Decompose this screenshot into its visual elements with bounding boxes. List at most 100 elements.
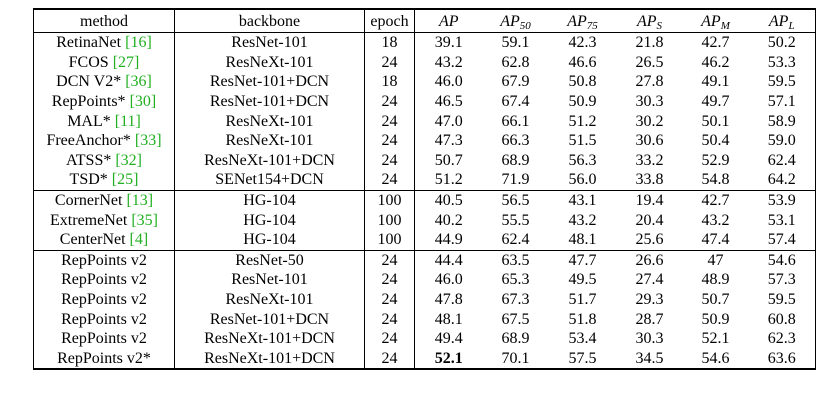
- metric-cell: 59.1: [501, 34, 530, 52]
- metric-cell: 40.5: [414, 189, 483, 211]
- table-row: FreeAnchor* [33] ResNeXt-101 24 47.3 66.3 51.…: [33, 130, 816, 151]
- metric-cell: 48.1: [434, 310, 463, 328]
- column-header: AP: [415, 9, 483, 33]
- backbone-cell: ResNet-101+DCN: [174, 91, 365, 112]
- table-row: FCOS [27] ResNeXt-101 24 43.2 62.8 46.6 26.5 46…: [33, 52, 816, 73]
- metric-cell: 51.7: [568, 291, 597, 309]
- table-row: ExtremeNet [35] HG-104 100 40.2 55.5 43.2 20.4…: [33, 210, 816, 230]
- table-row: RepPoints* [30] ResNet-101+DCN 24 46.5 67.4 5…: [33, 91, 816, 112]
- backbone-cell: HG-104: [174, 189, 365, 211]
- metric-cell: 43.2: [701, 211, 730, 229]
- metric-cell: 26.6: [616, 249, 683, 271]
- metric-cell: 47: [682, 249, 749, 271]
- metric-cell: 65.3: [501, 271, 530, 289]
- metric-cell: 56.3: [568, 151, 597, 169]
- metric-cell: 30.6: [635, 132, 664, 150]
- metric-cell: 62.3: [767, 330, 796, 348]
- method-cell: FCOS [27]: [33, 52, 175, 73]
- method-name: ExtremeNet: [50, 211, 128, 229]
- citation: [11]: [114, 112, 141, 130]
- metric-cell: 20.4: [635, 211, 664, 229]
- method-cell: CenterNet [4]: [33, 229, 175, 251]
- table-row: RepPoints v2 ResNeXt-101+DCN 24 49.4 68.9 53.…: [33, 328, 816, 349]
- column-header: APL: [749, 9, 816, 33]
- method-cell: TSD* [25]: [33, 170, 175, 191]
- metric-cell: 56.5: [482, 189, 549, 211]
- method-name: RepPoints v2: [61, 330, 147, 348]
- metric-cell: 43.1: [548, 189, 617, 211]
- epoch-cell: 24: [364, 309, 415, 329]
- backbone-cell: SENet154+DCN: [174, 170, 365, 191]
- metric-cell: 53.3: [767, 53, 796, 71]
- method-name: CornerNet: [54, 192, 123, 210]
- citation: [33]: [134, 132, 162, 150]
- metric-cell: 52.1: [434, 349, 463, 367]
- metric-cell: 53.4: [568, 330, 597, 348]
- metric-cell: 70.1: [501, 349, 530, 367]
- metric-cell: 54.6: [748, 249, 816, 271]
- method-name: RepPoints v2: [61, 291, 147, 309]
- metric-cell: 26.5: [635, 53, 664, 71]
- method-cell: FreeAnchor* [33]: [33, 130, 175, 151]
- metric-cell: 57.5: [568, 349, 597, 367]
- metric-cell: 48.1: [568, 231, 597, 249]
- metric-cell: 47.4: [701, 231, 730, 249]
- method-cell: MAL* [11]: [33, 111, 175, 131]
- metric-cell: 30.3: [635, 330, 664, 348]
- metric-cell: 53.1: [767, 211, 796, 229]
- method-name: RepPoints v2: [61, 310, 147, 328]
- metric-cell: 47.0: [434, 112, 463, 130]
- metric-cell: 67.3: [501, 291, 530, 309]
- table-row: CenterNet [4] HG-104 100 44.9 62.4 48.1 25.6 47…: [33, 229, 816, 251]
- citation: [27]: [112, 53, 140, 71]
- table-row: RepPoints v2 ResNeXt-101 24 47.8 67.3 51.7 29.…: [33, 289, 816, 310]
- metric-cell: 57.1: [767, 93, 796, 111]
- metric-cell: 28.7: [635, 310, 664, 328]
- header-text: AP: [567, 12, 587, 30]
- metric-cell: 71.9: [501, 171, 530, 189]
- metric-cell: 59.5: [767, 291, 796, 309]
- method-name: FCOS: [68, 53, 109, 71]
- metric-cell: 54.8: [701, 171, 730, 189]
- row-group: CornerNet [13] HG-104 100 40.5 56.5 43.1 19.4 4…: [33, 189, 816, 251]
- metric-cell: 57.4: [767, 231, 796, 249]
- metric-cell: 50.1: [701, 112, 730, 130]
- metric-cell: 62.8: [501, 53, 530, 71]
- backbone-cell: ResNeXt-101+DCN: [174, 328, 365, 349]
- metric-cell: 46.2: [701, 53, 730, 71]
- method-name: CenterNet: [59, 231, 126, 249]
- metric-cell: 30.3: [635, 93, 664, 111]
- method-cell: RepPoints v2: [33, 309, 175, 329]
- method-name: RetinaNet: [56, 34, 122, 52]
- column-header: AP75: [549, 9, 617, 33]
- epoch-cell: 18: [364, 72, 415, 92]
- header-subscript: 50: [519, 19, 531, 32]
- metric-cell: 49.4: [434, 330, 463, 348]
- header-subscript: S: [656, 19, 663, 32]
- metric-cell: 43.2: [434, 53, 463, 71]
- metric-cell: 57.3: [767, 271, 796, 289]
- metric-cell: 50.7: [434, 151, 463, 169]
- method-cell: ATSS* [32]: [33, 150, 175, 171]
- backbone-cell: ResNeXt-101: [174, 130, 365, 151]
- metric-cell: 67.5: [501, 310, 530, 328]
- metric-cell: 47.7: [548, 249, 617, 271]
- header-text: AP: [768, 12, 789, 30]
- metric-cell: 49.1: [701, 73, 730, 91]
- metric-cell: 55.5: [501, 211, 530, 229]
- metric-cell: 30.2: [635, 112, 664, 130]
- column-header: APM: [683, 9, 749, 33]
- epoch-cell: 18: [364, 32, 415, 53]
- epoch-cell: 24: [364, 270, 415, 290]
- table-row: RepPoints v2 ResNet-101+DCN 24 48.1 67.5 51.8…: [33, 309, 816, 329]
- backbone-cell: ResNet-101+DCN: [174, 72, 365, 92]
- epoch-cell: 100: [364, 229, 415, 251]
- metric-cell: 63.5: [482, 249, 549, 271]
- method-name: RepPoints v2: [61, 251, 147, 269]
- citation: [30]: [129, 93, 157, 111]
- citation: [32]: [115, 151, 142, 169]
- epoch-cell: 100: [364, 189, 415, 211]
- method-cell: CornerNet [13]: [33, 189, 175, 211]
- metric-cell: 51.8: [568, 310, 597, 328]
- method-cell: RepPoints v2: [33, 289, 175, 310]
